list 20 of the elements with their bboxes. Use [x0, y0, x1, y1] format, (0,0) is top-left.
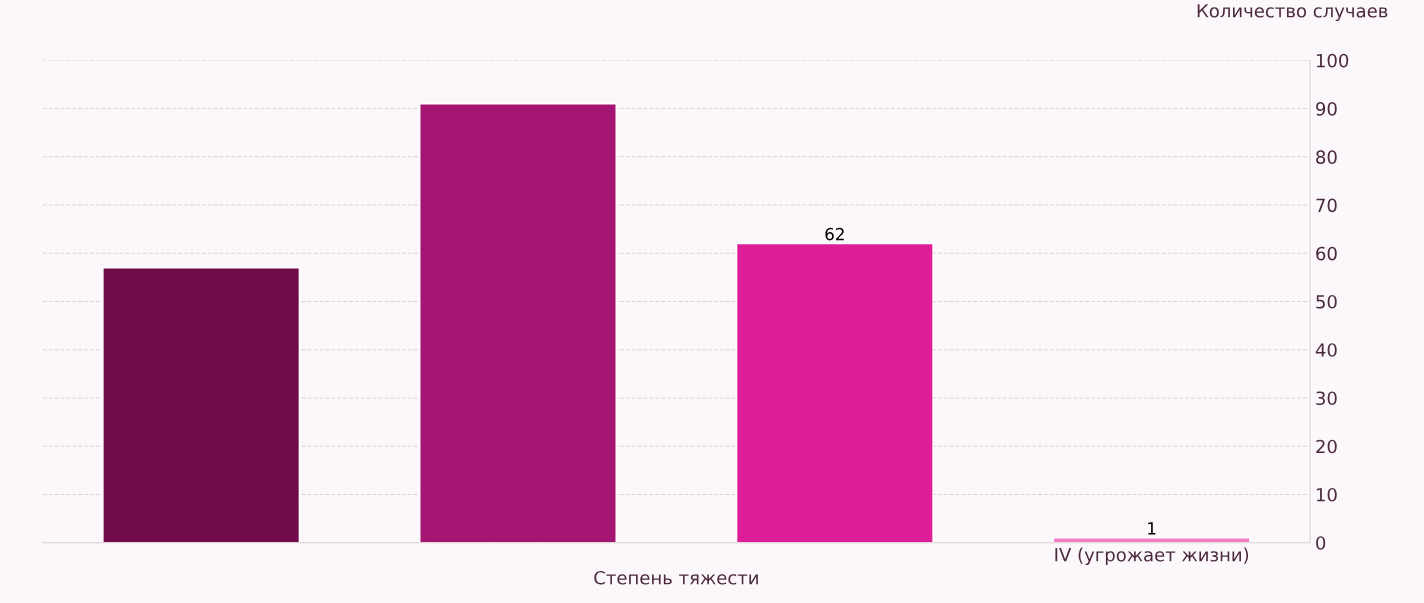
bar: [102, 267, 301, 543]
y-axis-title: Количество случаев: [1197, 4, 1388, 22]
y-tick-label: 40: [1315, 343, 1337, 357]
bar: [1052, 537, 1251, 543]
bar: [419, 103, 617, 543]
x-tick-label: IV (угрожает жизни): [1055, 547, 1249, 566]
data-label: 1: [1148, 522, 1156, 535]
bar: [735, 242, 934, 543]
y-tick-label: 0: [1316, 536, 1326, 550]
y-tick-label: 20: [1316, 439, 1337, 454]
y-tick-label: 50: [1316, 294, 1337, 309]
y-tick-label: 100: [1316, 53, 1349, 68]
data-label: 62: [825, 227, 844, 241]
y-tick-label: 10: [1316, 487, 1337, 502]
y-tick-label: 90: [1316, 102, 1337, 116]
y-tick-label: 60: [1316, 246, 1337, 261]
y-tick-label: 30: [1316, 391, 1337, 406]
y-tick-label: 70: [1316, 198, 1337, 213]
x-axis-title: Степень тяжести: [594, 570, 758, 585]
y-tick-label: 80: [1316, 150, 1337, 164]
